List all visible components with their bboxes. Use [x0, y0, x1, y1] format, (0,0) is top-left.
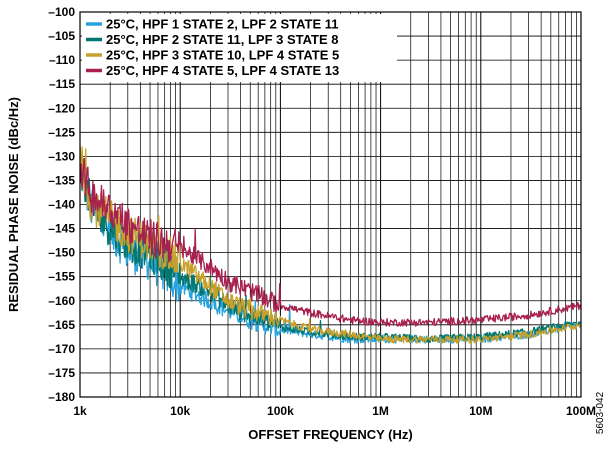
y-tick-label: –140	[48, 198, 75, 212]
x-axis-title: OFFSET FREQUENCY (Hz)	[248, 427, 412, 442]
y-tick-label: –135	[48, 173, 75, 187]
x-tick-label: 10k	[170, 404, 190, 418]
y-tick-label: –175	[48, 366, 75, 380]
y-tick-label: –105	[48, 29, 75, 43]
y-tick-label: –160	[48, 294, 75, 308]
y-tick-label: –155	[48, 270, 75, 284]
x-tick-label: 10M	[469, 404, 492, 418]
y-axis-title: RESIDUAL PHASE NOISE (dBc/Hz)	[6, 97, 21, 312]
y-tick-label: –180	[48, 390, 75, 404]
legend-label-3: 25°C, HPF 3 STATE 10, LPF 4 STATE 5	[106, 48, 339, 63]
legend: 25°C, HPF 1 STATE 2, LPF 2 STATE 1125°C,…	[82, 14, 397, 82]
y-tick-label: –100	[48, 5, 75, 19]
y-tick-label: –150	[48, 246, 75, 260]
figure-id: 5603-042	[595, 391, 606, 434]
y-tick-label: –165	[48, 318, 75, 332]
y-tick-label: –115	[49, 77, 75, 91]
legend-label-4: 25°C, HPF 4 STATE 5, LPF 4 STATE 13	[106, 63, 339, 78]
x-tick-label: 100k	[267, 404, 294, 418]
plot-frame	[79, 11, 582, 398]
y-tick-label: –120	[48, 101, 75, 115]
x-tick-label: 1M	[372, 404, 389, 418]
y-tick-label: –110	[49, 53, 75, 67]
y-tick-label: –125	[48, 125, 75, 139]
legend-label-1: 25°C, HPF 1 STATE 2, LPF 2 STATE 11	[106, 17, 339, 32]
y-tick-label: –170	[48, 342, 75, 356]
legend-background	[82, 14, 397, 82]
series-line-3	[79, 144, 582, 344]
series-line-4	[79, 157, 582, 327]
x-tick-label: 100M	[566, 404, 596, 418]
legend-label-2: 25°C, HPF 2 STATE 11, LPF 3 STATE 8	[106, 32, 339, 47]
series-lines	[79, 144, 582, 344]
y-tick-label: –130	[48, 149, 75, 163]
tick-labels: –100 –105 –110 –115 –120 –125 –130 –135 –140 –145…	[48, 5, 596, 418]
x-tick-label: 1k	[73, 404, 87, 418]
y-tick-label: –145	[48, 222, 75, 236]
